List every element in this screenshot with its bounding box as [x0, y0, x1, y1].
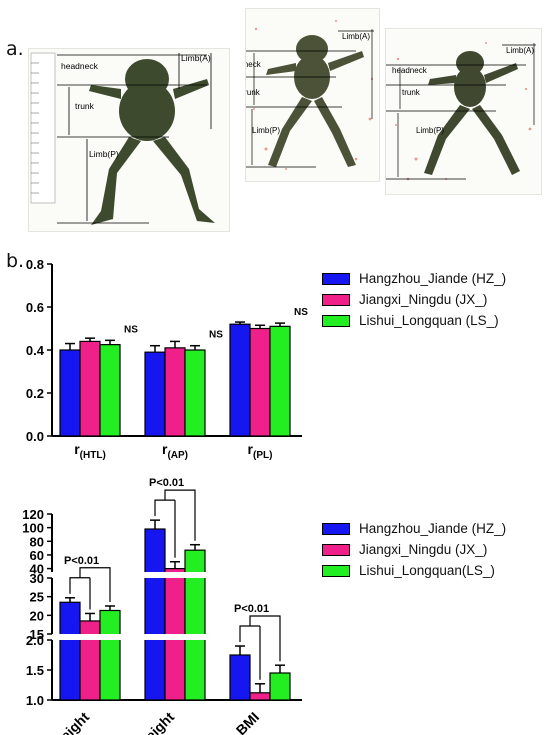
x-category-label: r(PL): [248, 441, 273, 461]
p-value-annotation: P<0.01: [234, 603, 269, 615]
legend-swatch-jx: [322, 543, 350, 556]
ns-annotation: NS: [124, 324, 138, 335]
ns-annotation: NS: [294, 307, 308, 318]
frog-body: [266, 35, 364, 167]
label-trunk: trunk: [75, 101, 95, 111]
ratio-bar-chart: 0.0 0.2 0.4 0.6 0.8 NS r(HTL) NS r(AP) NS r(PL): [26, 257, 308, 461]
legend-item-jx: Jiangxi_Ningdu (JX_): [322, 289, 506, 310]
y-tick-label: 80: [30, 534, 44, 549]
label-limb-a: Limb(A): [506, 46, 534, 55]
legend-item-hz: Hangzhou_Jiande (HZ_): [322, 518, 506, 539]
p-value-annotation: P<0.01: [149, 477, 184, 489]
panel-label-b: b.: [6, 250, 25, 272]
specks: [395, 42, 532, 181]
y-tick-label: 1.5: [26, 663, 44, 678]
specks: [253, 20, 374, 170]
frog-measurement-diagram: headneck trunk Limb(P) Limb(A): [246, 20, 374, 170]
x-category-label: height: [51, 709, 92, 735]
label-limb-a: Limb(A): [342, 32, 370, 41]
legend-label-hz: Hangzhou_Jiande (HZ_): [359, 271, 507, 286]
y-tick-label: 20: [30, 608, 44, 623]
bar-ls: [99, 344, 121, 437]
legend-item-ls: Lishui_Longquan(LS_): [322, 560, 506, 581]
x-category-label: r(HTL): [74, 441, 106, 461]
bar-jx: [164, 347, 186, 437]
y-tick-label: 25: [30, 590, 44, 605]
legend-swatch-jx: [322, 293, 350, 306]
y-tick-label: 120: [22, 507, 44, 522]
x-category-label: BMI: [233, 709, 262, 735]
label-trunk: trunk: [246, 88, 261, 97]
label-trunk: trunk: [402, 88, 421, 97]
frog-measurement-diagram: headneck trunk Limb(P) Limb(A): [386, 42, 536, 181]
significance-bracket: [154, 489, 196, 558]
y-tick-label: 0.8: [26, 257, 44, 272]
legend-item-ls: Lishui_Longquan (LS_): [322, 310, 506, 331]
legend-swatch-ls: [322, 564, 350, 577]
panel-label-a: a.: [6, 38, 24, 60]
y-tick-label: 0.2: [26, 386, 44, 401]
label-limb-a: Limb(A): [181, 53, 211, 63]
frog-photo-hz: headneck trunk Limb(P) Limb(A): [28, 48, 230, 232]
legend-label-ls: Lishui_Longquan (LS_): [359, 313, 499, 328]
bar-jx: [79, 620, 101, 701]
bar-hz: [229, 323, 251, 437]
bar-hz: [144, 351, 166, 437]
legend-label-ls: Lishui_Longquan(LS_): [359, 563, 495, 578]
p-value-annotation: P<0.01: [64, 555, 99, 567]
frog-body: [89, 59, 215, 225]
y-tick-label: 100: [22, 521, 44, 536]
ruler: [30, 52, 56, 204]
label-headneck: headneck: [61, 61, 99, 71]
frog-photo-ls: headneck trunk Limb(P) Limb(A): [385, 28, 542, 195]
bar-hz: [59, 601, 81, 701]
ns-annotation: NS: [209, 330, 223, 341]
y-tick-label: 0.6: [26, 300, 44, 315]
legend-swatch-hz: [322, 272, 350, 285]
label-headneck: headneck: [392, 66, 428, 75]
bar-ls: [269, 672, 291, 701]
y-tick-label: 40: [30, 562, 44, 577]
axis-break-band: [143, 572, 207, 578]
frog-photo-jx: headneck trunk Limb(P) Limb(A): [245, 8, 380, 182]
y-tick-label: 15: [30, 627, 44, 642]
label-limb-p: Limb(P): [89, 149, 119, 159]
y-tick-label: 0.4: [26, 343, 45, 358]
frog-body: [424, 51, 520, 175]
x-category-label: weight: [134, 709, 178, 735]
axis-break-band: [143, 634, 207, 640]
legend-swatch-ls: [322, 314, 350, 327]
bar-ls: [184, 349, 206, 437]
bar-ls: [99, 609, 121, 701]
legend-top: Hangzhou_Jiande (HZ_) Jiangxi_Ningdu (JX…: [322, 268, 506, 331]
bar-hz: [229, 654, 251, 701]
legend-swatch-hz: [322, 522, 350, 535]
legend-bottom: Hangzhou_Jiande (HZ_) Jiangxi_Ningdu (JX…: [322, 518, 506, 581]
legend-label-jx: Jiangxi_Ningdu (JX_): [359, 292, 488, 307]
frog-measurement-diagram: headneck trunk Limb(P) Limb(A): [30, 52, 215, 225]
bar-ls: [269, 325, 291, 437]
significance-bracket: [69, 567, 111, 610]
y-tick-label: 30: [30, 571, 44, 586]
legend-item-hz: Hangzhou_Jiande (HZ_): [322, 268, 506, 289]
legend-item-jx: Jiangxi_Ningdu (JX_): [322, 539, 506, 560]
bar-hz: [59, 349, 81, 437]
y-tick-label: 1.0: [26, 693, 44, 708]
bar-jx: [79, 340, 101, 437]
bar-jx: [249, 327, 271, 437]
y-tick-label: 0.0: [26, 429, 44, 444]
label-limb-p: Limb(P): [252, 126, 280, 135]
y-tick-label: 60: [30, 548, 44, 563]
significance-bracket: [239, 615, 281, 680]
label-headneck: headneck: [246, 60, 262, 69]
legend-label-hz: Hangzhou_Jiande (HZ_): [359, 521, 507, 536]
bar-hz: [144, 528, 166, 701]
legend-label-jx: Jiangxi_Ningdu (JX_): [359, 542, 488, 557]
bar-jx: [249, 692, 271, 701]
x-category-label: r(AP): [162, 441, 188, 461]
axis-break-band: [58, 634, 122, 640]
y-tick-label: 2.0: [26, 633, 44, 648]
label-limb-p: Limb(P): [416, 126, 444, 135]
